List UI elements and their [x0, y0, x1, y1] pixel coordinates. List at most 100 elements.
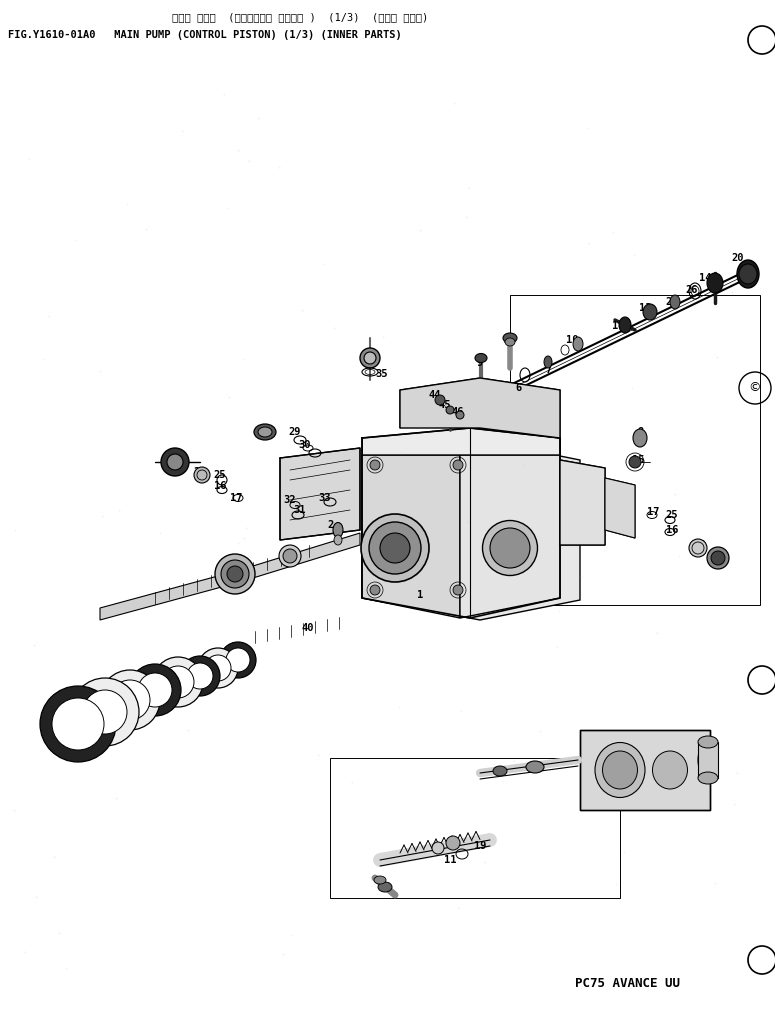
Text: 14: 14	[699, 273, 711, 283]
Text: 23: 23	[711, 553, 725, 563]
Ellipse shape	[505, 338, 515, 346]
Ellipse shape	[83, 690, 127, 734]
Polygon shape	[605, 478, 635, 538]
Ellipse shape	[180, 656, 220, 696]
Ellipse shape	[198, 648, 238, 689]
Ellipse shape	[52, 698, 104, 750]
Ellipse shape	[739, 264, 757, 284]
Polygon shape	[580, 730, 710, 810]
Ellipse shape	[161, 448, 189, 476]
Ellipse shape	[283, 549, 297, 563]
Text: 6: 6	[515, 383, 521, 393]
Ellipse shape	[633, 429, 647, 447]
Ellipse shape	[215, 554, 255, 594]
Text: 28: 28	[694, 540, 706, 550]
Ellipse shape	[475, 354, 487, 362]
Text: 43: 43	[172, 670, 184, 680]
Text: 29: 29	[289, 427, 301, 437]
Text: 46: 46	[452, 407, 464, 417]
Ellipse shape	[258, 427, 272, 437]
Text: 16: 16	[666, 525, 678, 535]
Ellipse shape	[369, 522, 421, 574]
Text: 30: 30	[298, 440, 312, 450]
Ellipse shape	[446, 836, 460, 850]
Circle shape	[370, 585, 380, 595]
Text: 26: 26	[686, 285, 698, 295]
Ellipse shape	[707, 273, 723, 293]
Text: 28: 28	[194, 467, 206, 477]
Text: 15: 15	[632, 455, 644, 465]
Ellipse shape	[364, 352, 376, 364]
Text: 36: 36	[90, 711, 102, 721]
Text: 41: 41	[232, 650, 244, 660]
Ellipse shape	[187, 663, 213, 689]
Ellipse shape	[435, 395, 445, 405]
Text: ©: ©	[749, 381, 761, 394]
Text: 45: 45	[439, 400, 451, 410]
Ellipse shape	[361, 514, 429, 582]
Text: 12: 12	[614, 771, 626, 781]
Text: 31: 31	[294, 505, 306, 515]
Text: 25: 25	[214, 470, 226, 480]
Text: 17: 17	[647, 507, 660, 517]
Ellipse shape	[456, 411, 464, 419]
Text: 9: 9	[477, 358, 483, 368]
Ellipse shape	[653, 751, 687, 789]
Text: 25: 25	[666, 510, 678, 520]
Text: 22: 22	[504, 335, 516, 345]
Ellipse shape	[544, 356, 552, 368]
Text: 2: 2	[327, 520, 333, 530]
Ellipse shape	[711, 551, 725, 565]
Text: 5: 5	[292, 553, 298, 563]
Text: 10: 10	[566, 335, 578, 345]
Ellipse shape	[689, 539, 707, 557]
Text: 32: 32	[284, 495, 296, 505]
Ellipse shape	[279, 545, 301, 567]
Ellipse shape	[432, 842, 444, 854]
Text: 1: 1	[417, 590, 423, 600]
Text: 8: 8	[637, 427, 643, 437]
Ellipse shape	[698, 736, 718, 748]
Text: 24: 24	[259, 427, 271, 437]
Ellipse shape	[374, 876, 386, 884]
Ellipse shape	[602, 751, 638, 789]
Text: 33: 33	[319, 493, 331, 503]
Ellipse shape	[71, 678, 139, 746]
Ellipse shape	[483, 520, 538, 576]
Ellipse shape	[194, 467, 210, 483]
Ellipse shape	[490, 528, 530, 568]
Ellipse shape	[446, 406, 454, 414]
Ellipse shape	[670, 295, 680, 309]
Ellipse shape	[707, 547, 729, 569]
Text: 13: 13	[639, 303, 651, 313]
Ellipse shape	[503, 333, 517, 343]
Ellipse shape	[573, 337, 583, 351]
Text: 27: 27	[666, 297, 678, 307]
Polygon shape	[560, 460, 605, 545]
Ellipse shape	[205, 655, 231, 681]
Text: 18: 18	[611, 321, 624, 331]
Text: 34: 34	[366, 353, 378, 363]
Circle shape	[453, 585, 463, 595]
Polygon shape	[362, 428, 560, 455]
Ellipse shape	[220, 642, 256, 678]
Ellipse shape	[595, 742, 645, 797]
Text: 44: 44	[429, 390, 441, 400]
Text: 17: 17	[229, 493, 243, 503]
Ellipse shape	[526, 760, 544, 773]
Ellipse shape	[737, 260, 759, 288]
Text: 21: 21	[215, 565, 229, 575]
Text: 11: 11	[444, 855, 456, 865]
Ellipse shape	[167, 454, 183, 470]
Ellipse shape	[138, 673, 172, 707]
Ellipse shape	[378, 882, 392, 892]
Text: 42: 42	[194, 660, 206, 670]
Polygon shape	[362, 440, 580, 620]
Ellipse shape	[360, 348, 380, 368]
Text: メイン ポンプ  (コントロール ピストン )  (1/3)  (インナ パーツ): メイン ポンプ (コントロール ピストン ) (1/3) (インナ パーツ)	[172, 12, 428, 22]
Ellipse shape	[643, 304, 657, 320]
Ellipse shape	[334, 535, 342, 545]
Text: 40: 40	[301, 623, 314, 633]
Polygon shape	[100, 533, 360, 620]
Ellipse shape	[162, 666, 194, 698]
